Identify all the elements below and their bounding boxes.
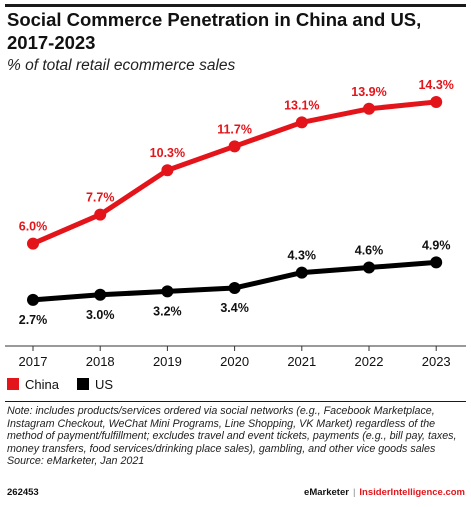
data-label-china: 11.7% bbox=[217, 122, 252, 136]
brand-emarketer: eMarketer bbox=[304, 487, 349, 498]
data-point-china bbox=[27, 237, 39, 250]
data-label-china: 13.9% bbox=[351, 85, 386, 99]
data-point-us bbox=[363, 261, 375, 274]
brand-separator: | bbox=[352, 487, 356, 498]
source-text: Source: eMarketer, Jan 2021 bbox=[7, 455, 145, 468]
legend-item-china: China bbox=[7, 377, 59, 392]
data-point-china bbox=[161, 164, 174, 177]
x-tick-label: 2023 bbox=[422, 354, 451, 369]
data-label-china: 13.1% bbox=[284, 98, 319, 112]
chart-id: 262453 bbox=[7, 487, 39, 498]
x-tick-label: 2017 bbox=[19, 354, 48, 369]
legend-item-us: US bbox=[76, 376, 114, 392]
legend-swatch-china bbox=[7, 378, 19, 390]
data-label-us: 4.3% bbox=[288, 249, 317, 263]
x-tick-label: 2022 bbox=[355, 354, 384, 369]
x-tick-label: 2018 bbox=[86, 354, 115, 369]
data-label-china: 10.3% bbox=[150, 146, 185, 160]
legend-label-china: China bbox=[25, 376, 59, 392]
data-point-us bbox=[161, 285, 174, 298]
brand-credit: eMarketer | InsiderIntelligence.com bbox=[304, 487, 465, 498]
top-rule bbox=[5, 4, 466, 7]
data-label-us: 3.2% bbox=[153, 304, 182, 318]
legend-swatch-us bbox=[76, 378, 89, 390]
data-point-china bbox=[363, 102, 375, 115]
data-label-us: 2.7% bbox=[19, 313, 48, 327]
data-point-china bbox=[228, 140, 241, 153]
data-label-us: 3.4% bbox=[220, 301, 249, 315]
note-block: Note: includes products/services ordered… bbox=[7, 405, 465, 468]
data-label-us: 4.9% bbox=[422, 238, 451, 252]
data-point-china bbox=[94, 208, 107, 221]
x-tick-label: 2020 bbox=[220, 354, 249, 369]
line-chart: 2017 2018 2019 2020 2021 2022 2023 6.0% 7.7% 10.3… bbox=[5, 78, 466, 369]
data-point-us bbox=[27, 293, 39, 306]
data-label-china: 6.0% bbox=[19, 220, 48, 234]
chart-subtitle: % of total retail ecommerce sales bbox=[7, 57, 236, 74]
data-label-us: 4.6% bbox=[355, 243, 384, 257]
data-label-china: 7.7% bbox=[86, 191, 115, 205]
note-divider bbox=[5, 401, 466, 402]
data-label-us: 3.0% bbox=[86, 308, 115, 322]
data-point-us bbox=[228, 281, 241, 294]
data-point-us bbox=[430, 256, 443, 269]
data-label-china: 14.3% bbox=[418, 78, 453, 92]
x-tick-label: 2019 bbox=[153, 354, 182, 369]
x-tick-label: 2021 bbox=[287, 354, 316, 369]
data-point-us bbox=[295, 266, 308, 279]
chart-title: Social Commerce Penetration in China and… bbox=[7, 9, 422, 53]
note-text: Note: includes products/services ordered… bbox=[7, 405, 457, 455]
legend-label-us: US bbox=[94, 376, 114, 392]
brand-insiderintelligence: InsiderIntelligence.com bbox=[359, 487, 465, 498]
series-line-us bbox=[30, 259, 439, 303]
data-point-china bbox=[295, 116, 308, 129]
data-point-us bbox=[94, 288, 107, 301]
data-point-china bbox=[430, 95, 443, 108]
legend: China US bbox=[7, 374, 131, 394]
